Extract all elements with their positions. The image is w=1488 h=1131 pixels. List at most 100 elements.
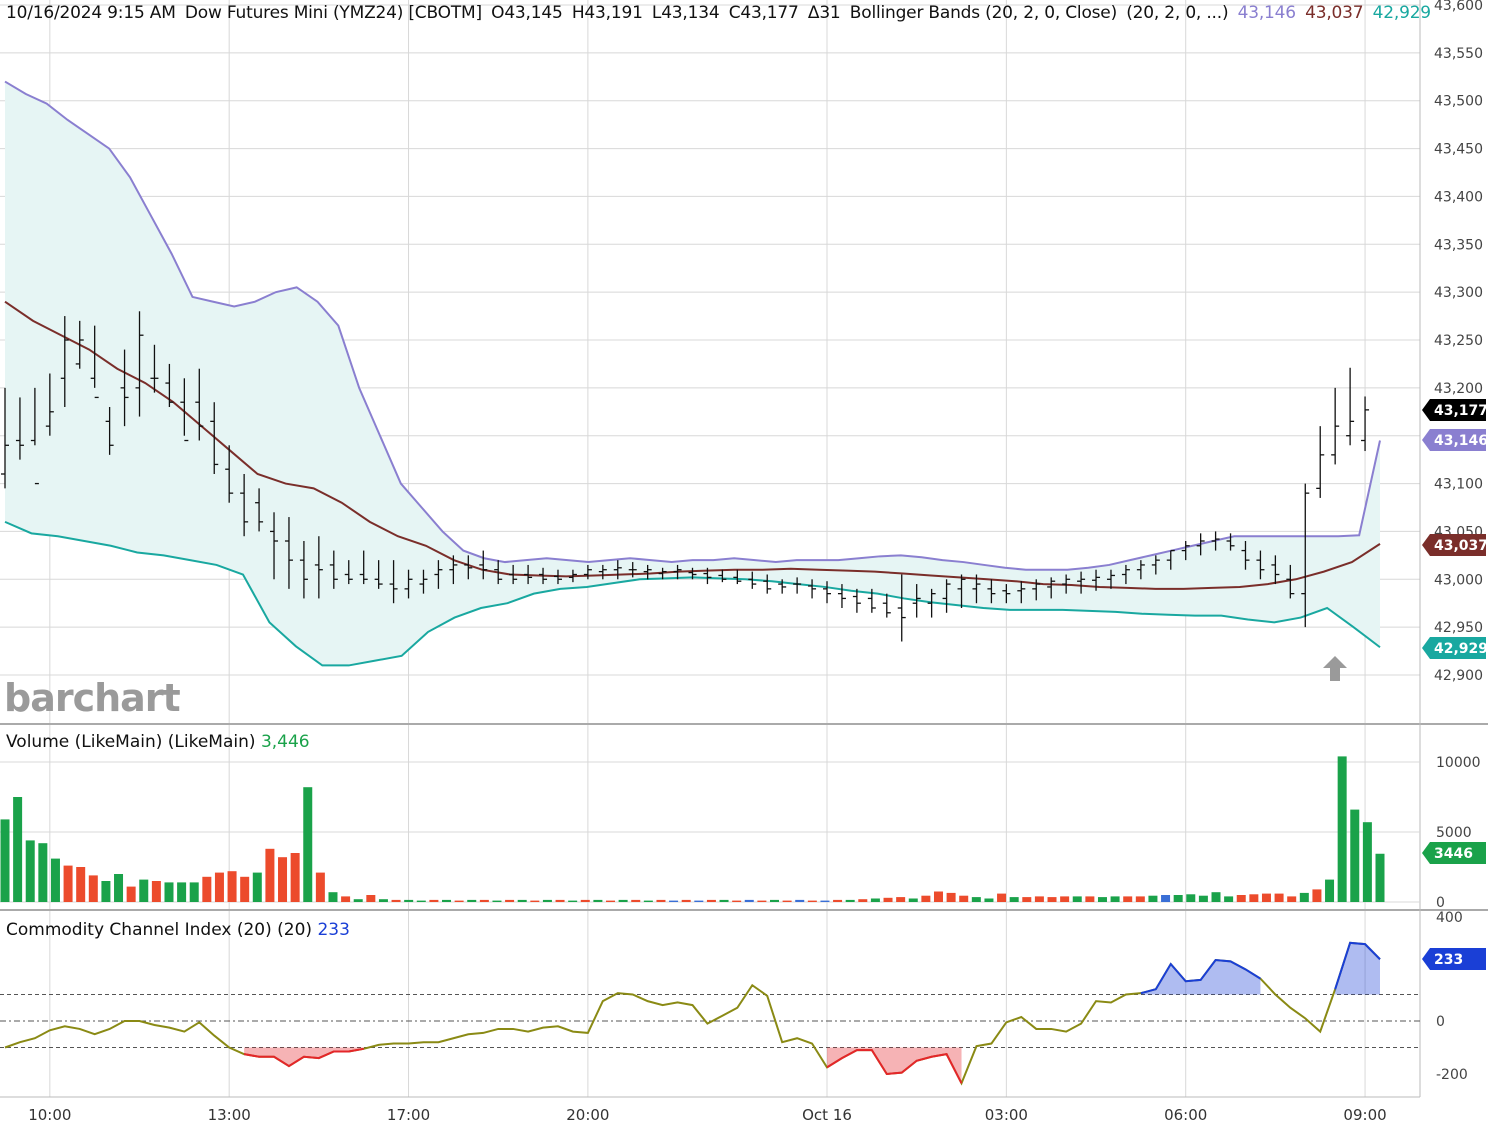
volume-badge — [1422, 842, 1486, 864]
volume-bar — [1350, 809, 1360, 902]
volume-bar — [984, 898, 994, 902]
volume-label[interactable]: Volume (LikeMain) — [6, 732, 163, 752]
volume-bar — [13, 797, 23, 902]
x-tick-label: 09:00 — [1343, 1106, 1386, 1124]
volume-bar — [1186, 894, 1196, 902]
header-symbol: Dow Futures Mini (YMZ24) [CBOTM] — [184, 3, 482, 23]
volume-bar — [416, 900, 426, 902]
upper-band-badge-label: 43,146 — [1434, 433, 1488, 449]
middle-band-badge — [1422, 534, 1486, 556]
volume-bar — [883, 897, 893, 902]
volume-bar — [177, 882, 187, 902]
volume-bar — [492, 900, 502, 902]
header-upper: 43,146 — [1237, 3, 1296, 23]
volume-bar — [719, 899, 729, 902]
volume-bar — [126, 886, 136, 902]
volume-bar — [404, 899, 414, 902]
volume-bar — [1022, 897, 1032, 902]
volume-bar — [202, 876, 212, 902]
volume-bar — [706, 899, 716, 902]
volume-bar — [643, 900, 653, 902]
volume-bar — [88, 875, 98, 902]
volume-bar — [214, 872, 224, 902]
header-change: Δ31 — [807, 3, 841, 23]
cci-badge-label: 233 — [1434, 952, 1463, 968]
volume-bar — [1123, 896, 1133, 902]
price-tick-label: 42,900 — [1434, 668, 1483, 684]
volume-bar — [921, 895, 931, 902]
volume-bar — [1211, 892, 1221, 902]
volume-bar — [1325, 879, 1335, 902]
upper-band-badge — [1422, 429, 1486, 451]
price-tick-label: 43,400 — [1434, 189, 1483, 205]
price-tick-label: 43,250 — [1434, 333, 1483, 349]
volume-bar — [896, 897, 906, 902]
volume-params: (LikeMain) — [167, 732, 256, 752]
volume-bar — [593, 899, 603, 902]
volume-bar — [1224, 896, 1234, 902]
x-tick-label: 13:00 — [208, 1106, 251, 1124]
volume-bar — [454, 900, 464, 902]
price-tick-label: 43,600 — [1434, 0, 1483, 14]
volume-bar — [1097, 897, 1107, 902]
volume-bar — [101, 881, 111, 902]
volume-tick-label: 5000 — [1436, 825, 1472, 841]
volume-bar — [442, 899, 452, 902]
price-tick-label: 43,300 — [1434, 285, 1483, 301]
cci-overbought-area-line — [1140, 959, 1261, 995]
middle-band-badge-label: 43,037 — [1434, 538, 1488, 554]
cci-overbought-area — [1140, 960, 1261, 995]
price-tick-label: 43,550 — [1434, 46, 1483, 62]
volume-bar — [341, 896, 351, 902]
volume-bar — [694, 900, 704, 902]
x-tick-label: 17:00 — [387, 1106, 430, 1124]
volume-bar — [1312, 889, 1322, 902]
header-low: L43,134 — [651, 3, 720, 23]
volume-bar — [505, 899, 515, 902]
volume-bar — [782, 900, 792, 902]
cci-oversold-area-line — [826, 1049, 963, 1084]
price-tick-label: 43,500 — [1434, 94, 1483, 110]
volume-bar — [240, 876, 250, 902]
cci-header: Commodity Channel Index (20) (20) 233 — [6, 920, 350, 940]
cci-value: 233 — [317, 920, 350, 940]
volume-bar — [467, 899, 477, 902]
last-price-badge-label: 43,177 — [1434, 403, 1488, 419]
bollinger-upper-line — [4, 80, 1381, 571]
volume-bar — [757, 900, 767, 902]
volume-bar — [1110, 896, 1120, 902]
volume-bar — [391, 899, 401, 902]
volume-tick-label: 10000 — [1436, 755, 1481, 771]
header-datetime: 10/16/2024 9:15 AM — [6, 3, 176, 23]
volume-bar — [971, 897, 981, 902]
volume-bar — [1161, 895, 1171, 902]
volume-bar — [606, 900, 616, 902]
volume-bar — [164, 882, 174, 902]
volume-bar — [1034, 896, 1044, 902]
volume-bar — [870, 898, 880, 902]
volume-bar — [997, 893, 1007, 902]
x-tick-label: Oct 16 — [802, 1106, 852, 1124]
header-study[interactable]: Bollinger Bands (20, 2, 0, Close) — [849, 3, 1117, 23]
volume-bar — [669, 900, 679, 902]
bollinger-band-fill — [5, 81, 1380, 666]
volume-bar — [517, 899, 527, 902]
volume-bar — [76, 867, 86, 902]
volume-bar — [139, 879, 149, 902]
lower-band-badge-label: 42,929 — [1434, 641, 1488, 657]
volume-bar — [732, 900, 742, 902]
volume-bar — [530, 900, 540, 902]
volume-bar — [50, 858, 60, 902]
x-tick-label: 20:00 — [566, 1106, 609, 1124]
volume-bar — [795, 899, 805, 902]
volume-bar — [1072, 896, 1082, 902]
cci-label[interactable]: Commodity Channel Index (20) — [6, 920, 272, 940]
volume-bar — [1375, 853, 1385, 902]
x-tick-label: 03:00 — [985, 1106, 1028, 1124]
volume-bar — [1173, 895, 1183, 902]
cci-oversold-area-line — [243, 1047, 364, 1068]
header-study-params: (20, 2, 0, ...) — [1126, 3, 1229, 23]
volume-bar — [315, 872, 325, 902]
x-tick-label: 10:00 — [28, 1106, 71, 1124]
